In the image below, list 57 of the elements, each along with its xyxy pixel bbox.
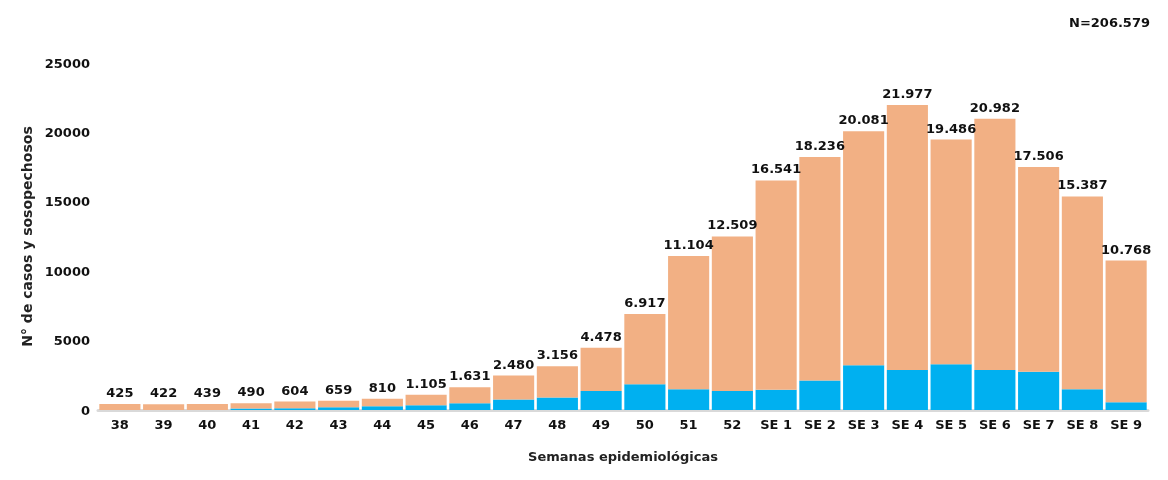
- total-label: 12.509: [707, 217, 758, 233]
- y-tick-label: 0: [80, 402, 90, 418]
- total-label: 10.768: [1101, 241, 1152, 257]
- total-label: 3.156: [536, 347, 578, 363]
- x-tick-label: SE 5: [935, 417, 968, 432]
- total-label: 6.917: [624, 294, 666, 310]
- total-label: 20.982: [969, 99, 1020, 115]
- total-label: 490: [237, 384, 265, 400]
- total-label: 4.478: [580, 328, 622, 344]
- x-tick-label: 39: [154, 417, 173, 432]
- total-label: 18.236: [794, 137, 845, 153]
- x-tick-label: 44: [373, 417, 392, 432]
- x-tick-label: SE 9: [1110, 417, 1143, 432]
- total-label: 21.977: [882, 85, 933, 101]
- total-label: 1.631: [449, 368, 491, 384]
- y-tick-label: 5000: [53, 333, 90, 349]
- y-tick-label: 25000: [44, 55, 90, 71]
- x-tick-label: SE 1: [760, 417, 793, 432]
- x-tick-label: SE 3: [847, 417, 880, 432]
- x-tick-label: 52: [723, 417, 742, 432]
- total-label: 422: [150, 385, 178, 401]
- x-tick-label: 48: [548, 417, 567, 432]
- total-label: 17.506: [1013, 148, 1064, 164]
- total-label: 2.480: [493, 356, 535, 372]
- x-tick-label: SE 6: [978, 417, 1011, 432]
- total-label: 810: [368, 379, 396, 395]
- x-axis-title: Semanas epidemiológicas: [528, 449, 719, 464]
- x-tick-label: 49: [592, 417, 611, 432]
- total-label: 659: [325, 381, 353, 397]
- text: N=206.579: [1069, 15, 1150, 30]
- x-tick-label: SE 4: [891, 417, 924, 432]
- x-tick-label: 41: [242, 417, 261, 432]
- y-tick-label: 10000: [44, 263, 90, 279]
- x-tick-label: SE 8: [1066, 417, 1099, 432]
- x-tick-label: 45: [417, 417, 436, 432]
- x-tick-label: 50: [635, 417, 654, 432]
- total-label: 11.104: [663, 236, 714, 252]
- total-label: 20.081: [838, 112, 889, 128]
- x-tick-label: SE 7: [1022, 417, 1055, 432]
- total-label: 1.105: [405, 375, 447, 391]
- y-tick-label: 20000: [44, 124, 90, 140]
- x-tick-label: SE 2: [803, 417, 836, 432]
- total-label: 604: [281, 382, 309, 398]
- total-label: 16.541: [751, 161, 802, 177]
- total-label: 425: [106, 385, 134, 401]
- total-label: 15.387: [1057, 177, 1108, 193]
- x-tick-label: 42: [285, 417, 304, 432]
- x-tick-label: 47: [504, 417, 523, 432]
- x-tick-label: 40: [198, 417, 217, 432]
- total-label: 439: [193, 384, 221, 400]
- x-tick-label: 43: [329, 417, 348, 432]
- x-tick-label: 46: [460, 417, 479, 432]
- y-axis-title: N° de casos y sosopechosos: [18, 126, 35, 347]
- total-label: 19.486: [926, 120, 977, 136]
- x-tick-label: 51: [679, 417, 698, 432]
- y-tick-label: 15000: [44, 194, 90, 210]
- x-tick-label: 38: [110, 417, 129, 432]
